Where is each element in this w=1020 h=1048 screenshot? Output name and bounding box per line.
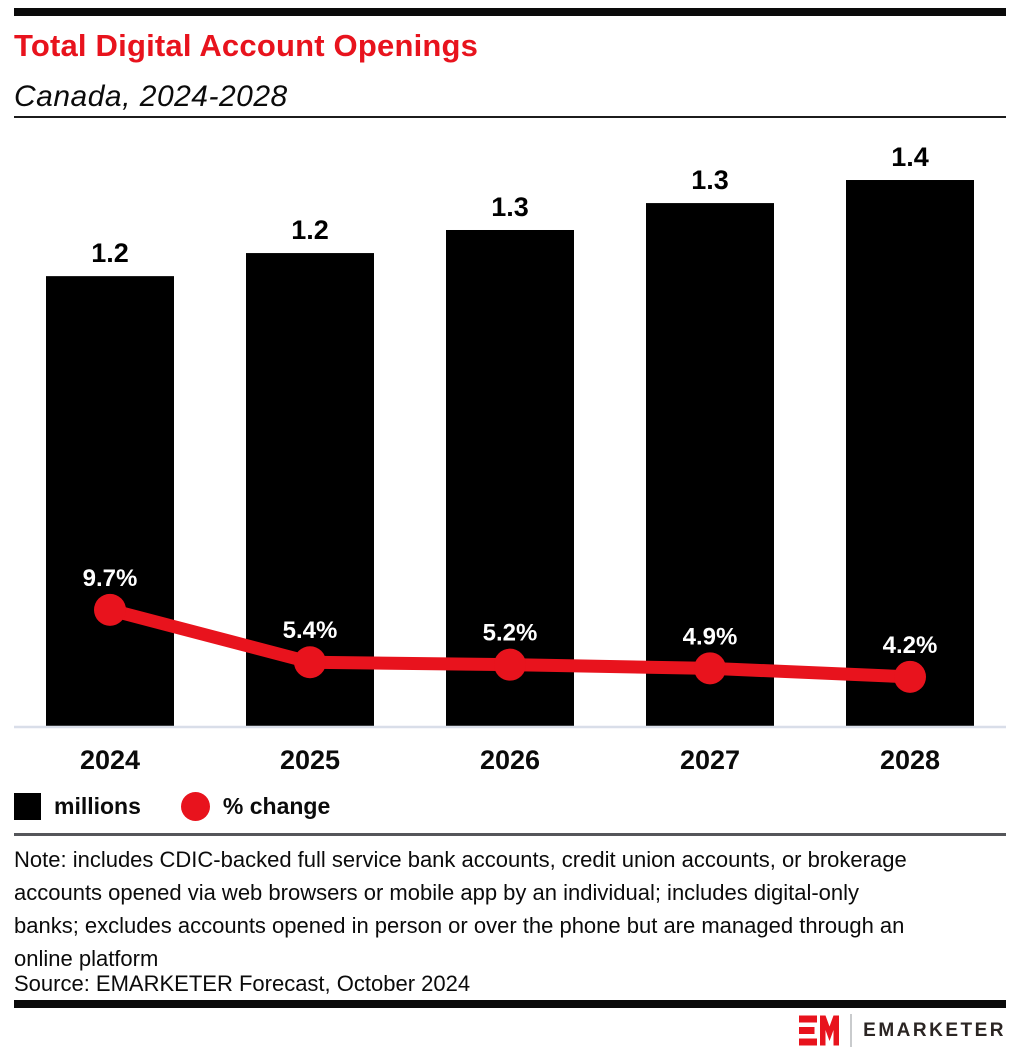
x-axis-label-2027: 2027 — [680, 745, 740, 775]
bar-value-label-2025: 1.2 — [291, 215, 329, 245]
pct-change-point-2025 — [294, 646, 326, 679]
top-rule — [14, 8, 1006, 16]
x-axis-label-2024: 2024 — [80, 745, 140, 775]
bar-value-label-2028: 1.4 — [891, 142, 929, 172]
bar-value-label-2024: 1.2 — [91, 238, 129, 268]
x-axis-label-2026: 2026 — [480, 745, 540, 775]
note-text: Note: includes CDIC-backed full service … — [14, 847, 907, 971]
emarketer-logo[interactable]: EMARKETER — [799, 1014, 1006, 1047]
title-divider — [14, 116, 1006, 118]
bar-2027 — [646, 203, 774, 726]
bar-2024 — [46, 276, 174, 726]
note-divider — [14, 833, 1006, 836]
pct-change-point-2026 — [494, 648, 526, 681]
bottom-rule — [14, 1000, 1006, 1008]
x-axis-label-2028: 2028 — [880, 745, 940, 775]
chart-legend: millions % change — [14, 792, 330, 821]
pct-change-label-2025: 5.4% — [283, 617, 338, 644]
bar-value-label-2027: 1.3 — [691, 165, 729, 195]
source-text: Source: EMARKETER Forecast, October 2024 — [14, 971, 471, 996]
brand-name: EMARKETER — [863, 1019, 1006, 1041]
pct-change-point-2028 — [894, 660, 926, 693]
bar-value-label-2026: 1.3 — [491, 192, 529, 222]
pct-change-point-2027 — [694, 652, 726, 685]
pct-change-label-2028: 4.2% — [883, 632, 938, 659]
legend-label-millions: millions — [54, 793, 141, 819]
bar-2026 — [446, 229, 574, 726]
pct-change-label-2026: 5.2% — [483, 620, 538, 647]
emarketer-logo-icon — [799, 1015, 840, 1046]
x-axis-label-2025: 2025 — [280, 745, 340, 775]
bar-2028 — [846, 180, 974, 726]
pct-change-label-2024: 9.7% — [83, 565, 138, 592]
legend-square-swatch — [14, 793, 41, 820]
pct-change-label-2027: 4.9% — [683, 623, 738, 650]
legend-label-pct-change: % change — [222, 793, 331, 819]
page-subtitle: Canada, 2024-2028 — [14, 80, 288, 113]
logo-divider — [850, 1014, 853, 1047]
chart-canvas: 1.2 2024 1.2 2025 1.3 2026 1.3 2027 1.4 2028 9.7% 5… — [14, 142, 1006, 775]
page-title: Total Digital Account Openings — [14, 28, 479, 63]
pct-change-point-2024 — [94, 593, 126, 626]
legend-circle-swatch — [180, 792, 210, 821]
